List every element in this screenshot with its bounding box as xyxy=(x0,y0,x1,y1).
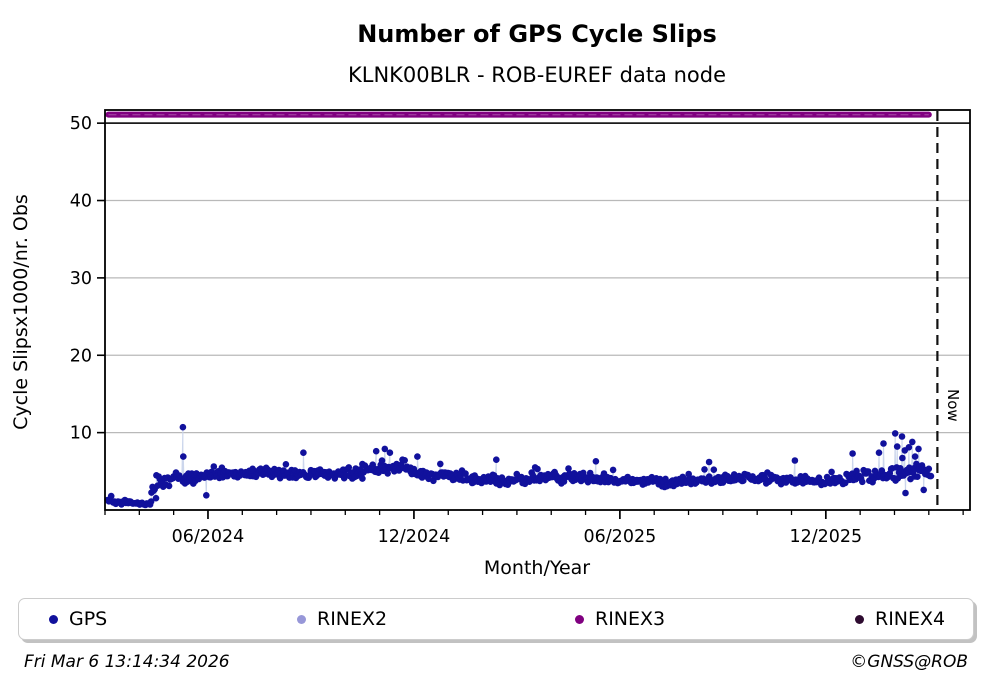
gps-dot-icon xyxy=(49,614,58,624)
footer: Fri Mar 6 13:14:34 2026 ©GNSS@ROB xyxy=(0,652,992,672)
x-tick-label: 12/2024 xyxy=(378,527,451,547)
chart-subtitle: KLNK00BLR - ROB-EUREF data node xyxy=(348,63,726,87)
axes xyxy=(104,109,971,511)
legend: GPS RINEX2 RINEX3 RINEX4 xyxy=(18,598,974,640)
legend-label-rinex2: RINEX2 xyxy=(317,608,388,630)
now-label: Now xyxy=(944,389,962,422)
tick-labels: 10 20 30 40 50 06/2024 12/2024 06/2025 12/2025 xyxy=(70,114,964,547)
x-tick-label: 06/2025 xyxy=(584,527,657,547)
chart-canvas: Number of GPS Cycle Slips KLNK00BLR - RO… xyxy=(10,20,971,579)
rinex2-dot-icon xyxy=(297,614,306,624)
timestamp-text: Fri Mar 6 13:14:34 2026 xyxy=(24,652,230,672)
x-tick-label: 06/2024 xyxy=(172,527,245,547)
legend-item-rinex2: RINEX2 xyxy=(297,599,387,639)
y-tick-label: 40 xyxy=(70,192,92,212)
x-tick-label: 12/2025 xyxy=(789,527,862,547)
chart-title: Number of GPS Cycle Slips xyxy=(357,20,717,48)
legend-item-rinex3: RINEX3 xyxy=(575,599,665,639)
data-series xyxy=(104,111,935,509)
legend-label-rinex4: RINEX4 xyxy=(875,608,946,630)
y-axis-label: Cycle Slipsx1000/nr. Obs xyxy=(10,194,32,430)
rinex4-dot-icon xyxy=(855,614,864,624)
y-tick-label: 20 xyxy=(70,346,92,366)
legend-label-gps: GPS xyxy=(69,608,108,630)
gridlines xyxy=(105,122,970,434)
y-tick-label: 30 xyxy=(70,269,92,289)
credit-text: ©GNSS@ROB xyxy=(850,652,968,672)
legend-item-gps: GPS xyxy=(49,599,107,639)
legend-item-rinex4: RINEX4 xyxy=(855,599,945,639)
y-tick-label: 50 xyxy=(70,114,92,134)
x-axis-label: Month/Year xyxy=(484,557,590,579)
rinex3-dot-icon xyxy=(575,614,584,624)
legend-label-rinex3: RINEX3 xyxy=(595,608,666,630)
y-tick-label: 10 xyxy=(70,424,92,444)
